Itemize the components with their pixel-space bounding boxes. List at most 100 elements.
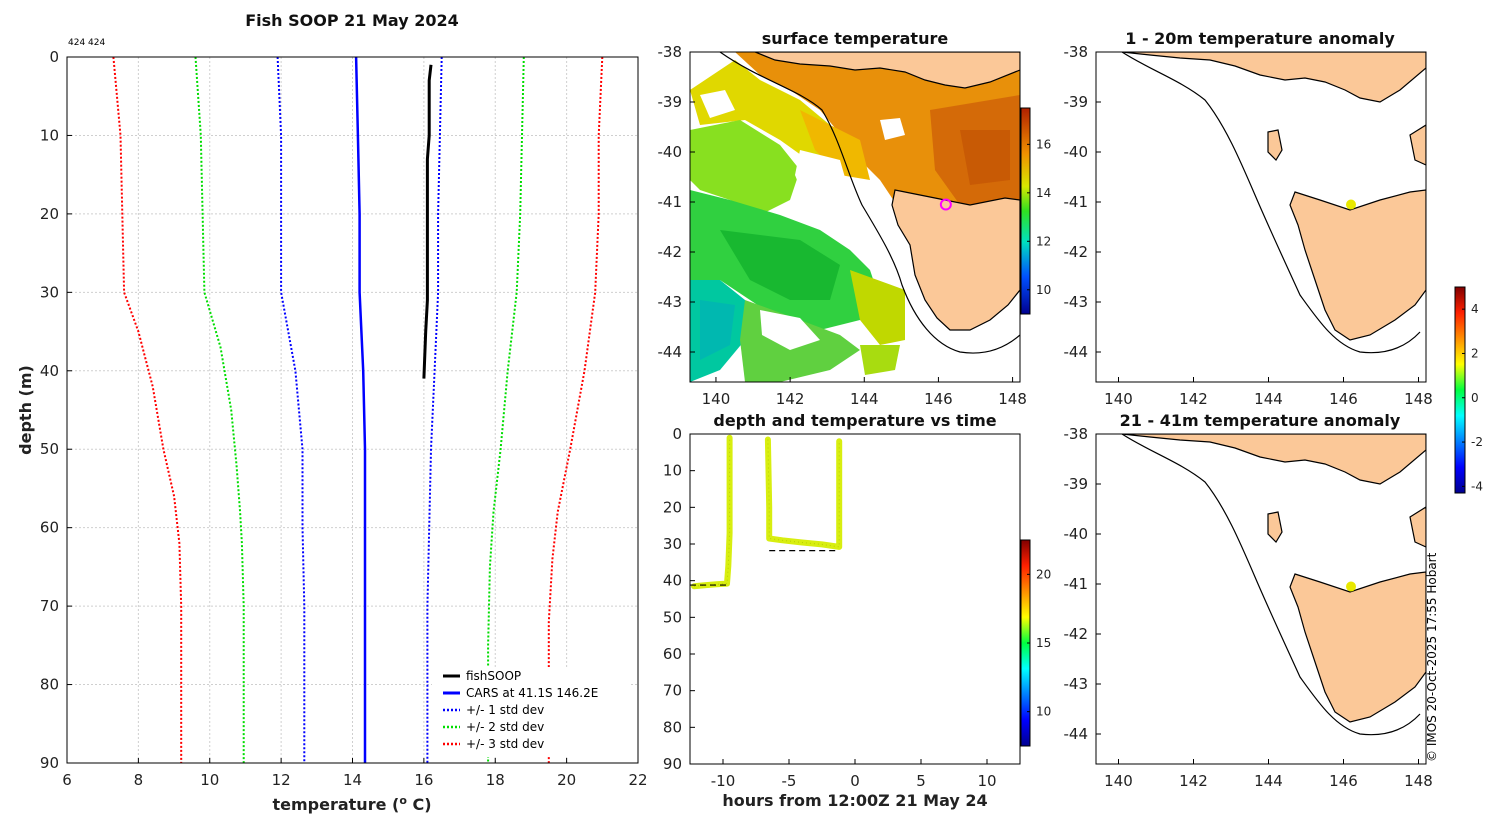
depth-time-xtick-label: 10: [977, 772, 996, 790]
depth-time-ytick-label: 50: [663, 608, 682, 626]
depth-time-ytick-label: 70: [663, 682, 682, 700]
colorbar-tick-label: 4: [1471, 302, 1479, 316]
profile-xtick-label: 14: [343, 771, 362, 789]
profile-grid: [67, 57, 638, 763]
depth-time-ytick-label: 10: [663, 462, 682, 480]
sst-map-frame: [689, 51, 1021, 383]
sst-map-field: [690, 52, 1020, 382]
map-xtick-label: 144: [1254, 772, 1283, 790]
legend-label-2std: +/- 2 std dev: [466, 720, 544, 734]
profile-ytick-label: 50: [40, 440, 59, 458]
anomaly-colorbar: [1455, 287, 1465, 493]
map-ytick-label: -38: [1064, 43, 1089, 61]
profile-series-line-2-1: [426, 56, 443, 763]
legend-label-3std: +/- 3 std dev: [466, 737, 544, 751]
anomaly-1-20-frame: [1095, 51, 1427, 383]
legend-label-fishsoop: fishSOOP: [466, 669, 521, 683]
map-ytick-label: -44: [1064, 725, 1089, 743]
map-ytick-label: -40: [1064, 525, 1089, 543]
legend-label-1std: +/- 1 std dev: [466, 703, 544, 717]
depth-time-track-points-1: [767, 439, 840, 548]
profile-ytick-label: 20: [40, 205, 59, 223]
map-xtick-label: 142: [1179, 772, 1208, 790]
depth-time-frame: [689, 433, 1021, 765]
depth-time-xtick-label: 5: [916, 772, 926, 790]
depth-time-track-1: [764, 436, 843, 550]
colorbar-tick-label: 10: [1036, 283, 1051, 297]
depth-time-title: depth and temperature vs time: [713, 411, 996, 430]
colorbar-tick-label: 10: [1036, 705, 1051, 719]
anomaly-21-41-ticks: 140 142 144 146 148 -38 -39 -40 -41 -42 -43 -44: [1064, 425, 1433, 790]
colorbar-tick-label: 16: [1036, 137, 1051, 151]
map-ytick-label: -42: [658, 243, 683, 261]
depth-time-colorbar-ticks: 10 15 20: [1027, 567, 1051, 719]
profile-series-line-3-1: [487, 56, 525, 763]
map-xtick-label: 146: [1329, 772, 1358, 790]
colorbar-tick-label: 14: [1036, 186, 1051, 200]
map-ytick-label: -43: [658, 293, 683, 311]
map-xtick-label: 140: [1104, 390, 1133, 408]
profile-ytick-label: 80: [40, 676, 59, 694]
anomaly-colorbar-frame: [1454, 286, 1466, 494]
anomaly-1-20-map: [1096, 52, 1426, 382]
colorbar-tick-label: 20: [1036, 567, 1051, 581]
profile-series-group: [112, 56, 604, 763]
profile-xtick-label: 12: [272, 771, 291, 789]
map-ytick-label: -41: [1064, 575, 1089, 593]
legend-label-cars: CARS at 41.1S 146.2E: [466, 686, 598, 700]
profile-series-line-3-0: [194, 56, 245, 763]
map-ytick-label: -43: [1064, 293, 1089, 311]
map-xtick-label: 148: [1404, 390, 1433, 408]
depth-time-marks: [690, 434, 843, 590]
map-xtick-label: 140: [1104, 772, 1133, 790]
colorbar-tick-label: -4: [1471, 479, 1483, 493]
map-xtick-label: 142: [1179, 390, 1208, 408]
profile-series-line-4-1: [547, 56, 604, 763]
depth-time-xtick-label: -10: [711, 772, 736, 790]
credit-label: © IMOS 20-Oct-2025 17:55 Hobart: [1425, 552, 1439, 762]
profile-ytick-label: 70: [40, 597, 59, 615]
map-ytick-label: -39: [1064, 475, 1089, 493]
profile-series-line-4-0: [112, 56, 183, 763]
profile-ytick-label: 90: [40, 754, 59, 772]
map-ytick-label: -42: [1064, 625, 1089, 643]
depth-time-track-0: [691, 434, 733, 590]
colorbar-tick-label: 12: [1036, 234, 1051, 248]
depth-time-ytick-label: 90: [663, 755, 682, 773]
map-xtick-label: 142: [776, 390, 805, 408]
profile-xtick-label: 22: [628, 771, 647, 789]
map-xtick-label: 140: [702, 390, 731, 408]
profile-ytick-label: 40: [40, 362, 59, 380]
anomaly-1-20-title: 1 - 20m temperature anomaly: [1125, 29, 1395, 48]
sst-ship-position-marker: [939, 198, 952, 211]
anomaly-21-41-map: [1096, 434, 1426, 764]
depth-time-ytick-label: 40: [663, 572, 682, 590]
sst-colorbar: [1021, 108, 1030, 314]
anomaly-colorbar-ticks: -4 -2 0 2 4: [1462, 302, 1483, 493]
map-xtick-label: 144: [1254, 390, 1283, 408]
colorbar-tick-label: 2: [1471, 346, 1479, 360]
depth-time-xtick-label: -5: [782, 772, 797, 790]
depth-time-track-points-0: [693, 437, 731, 587]
profile-series-line-0-0: [422, 64, 433, 379]
profile-xtick-label: 16: [414, 771, 433, 789]
map-xtick-label: 146: [1329, 390, 1358, 408]
map-ytick-label: -38: [658, 43, 683, 61]
profile-ytick-label: 0: [49, 48, 59, 66]
anomaly-21-41-position-marker: [1346, 581, 1356, 592]
profile-xtick-label: 18: [486, 771, 505, 789]
colorbar-tick-label: 0: [1471, 391, 1479, 405]
profile-ytick-label: 60: [40, 519, 59, 537]
depth-time-xlabel: hours from 12:00Z 21 May 24: [722, 791, 987, 810]
profile-ylabel: depth (m): [16, 365, 35, 455]
profile-ticks: 6 8 10 12 14 16 18 20 22 0 10 20 30 40 50 60 70 80 90: [40, 48, 648, 789]
sst-colorbar-frame: [1020, 107, 1031, 315]
map-xtick-label: 146: [924, 390, 953, 408]
map-ytick-label: -44: [1064, 343, 1089, 361]
anomaly-1-20-ticks: 140 142 144 146 148 -38 -39 -40 -41 -42 -43 -44: [1064, 43, 1433, 408]
map-ytick-label: -38: [1064, 425, 1089, 443]
profile-series-line-1-0: [354, 56, 367, 763]
anomaly-1-20-position-marker: [1346, 199, 1356, 210]
profile-counts-label: 424 424: [68, 38, 105, 48]
legend-box: [432, 667, 630, 757]
